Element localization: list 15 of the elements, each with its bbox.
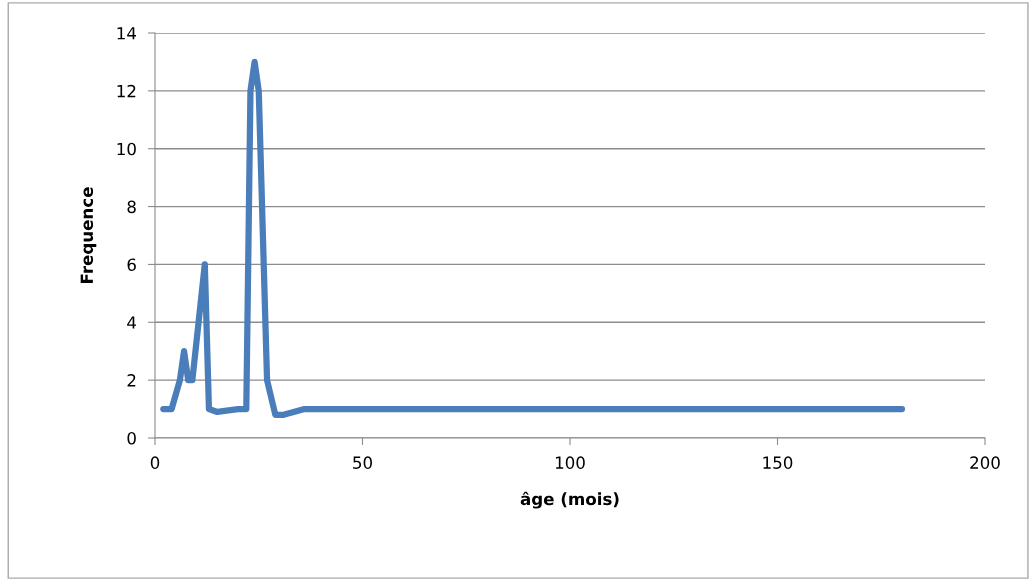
- y-tick-label: 12: [117, 84, 136, 98]
- y-tick-label: 14: [117, 27, 137, 40]
- y-tick-label: 6: [127, 258, 136, 271]
- y-axis-title: Frequence: [80, 187, 97, 283]
- x-tick-label: 150: [763, 456, 793, 469]
- y-tick-label: 8: [127, 200, 136, 214]
- y-tick-label: 0: [127, 431, 136, 445]
- x-tick-label: 100: [555, 456, 585, 469]
- x-axis-title: âge (mois): [520, 491, 619, 509]
- y-tick-label: 10: [117, 142, 136, 156]
- x-tick-label: 50: [353, 456, 372, 469]
- y-tick-label: 2: [127, 374, 136, 387]
- x-tick-label: 0: [150, 456, 160, 469]
- y-tick-label: 4: [127, 316, 137, 329]
- x-tick-label: 200: [970, 456, 1000, 469]
